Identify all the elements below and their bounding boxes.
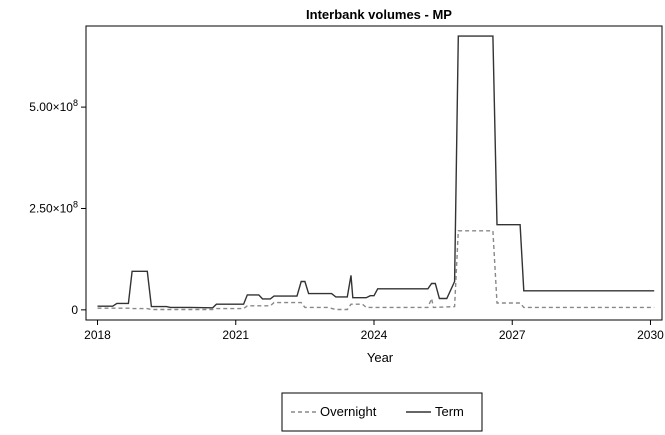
series-line-overnight [97,230,655,311]
series-line-term [97,35,655,309]
y-tick-label: 0 [71,303,78,317]
x-tick-label: 2018 [84,328,111,342]
legend-label-term: Term [435,404,464,419]
y-tick-label: 5.00×108 [29,98,78,114]
x-tick-label: 2030 [637,328,664,342]
y-tick-label: 2.50×108 [29,199,78,215]
x-axis: 2018 2021 2024 2027 2030 [84,320,664,342]
x-tick-label: 2027 [499,328,526,342]
series-layer [97,35,655,311]
y-axis: 0 2.50×108 5.00×108 [29,98,86,317]
x-tick-label: 2021 [222,328,249,342]
x-axis-label: Year [367,350,394,365]
legend-box [281,392,483,432]
x-tick-label: 2024 [361,328,388,342]
legend: Overnight Term [281,392,483,432]
plot-frame [85,25,663,321]
y-tick-exponent: 8 [73,98,78,108]
y-tick-exponent: 8 [73,199,78,209]
chart-title: Interbank volumes - MP [306,7,452,22]
legend-label-overnight: Overnight [320,404,377,419]
